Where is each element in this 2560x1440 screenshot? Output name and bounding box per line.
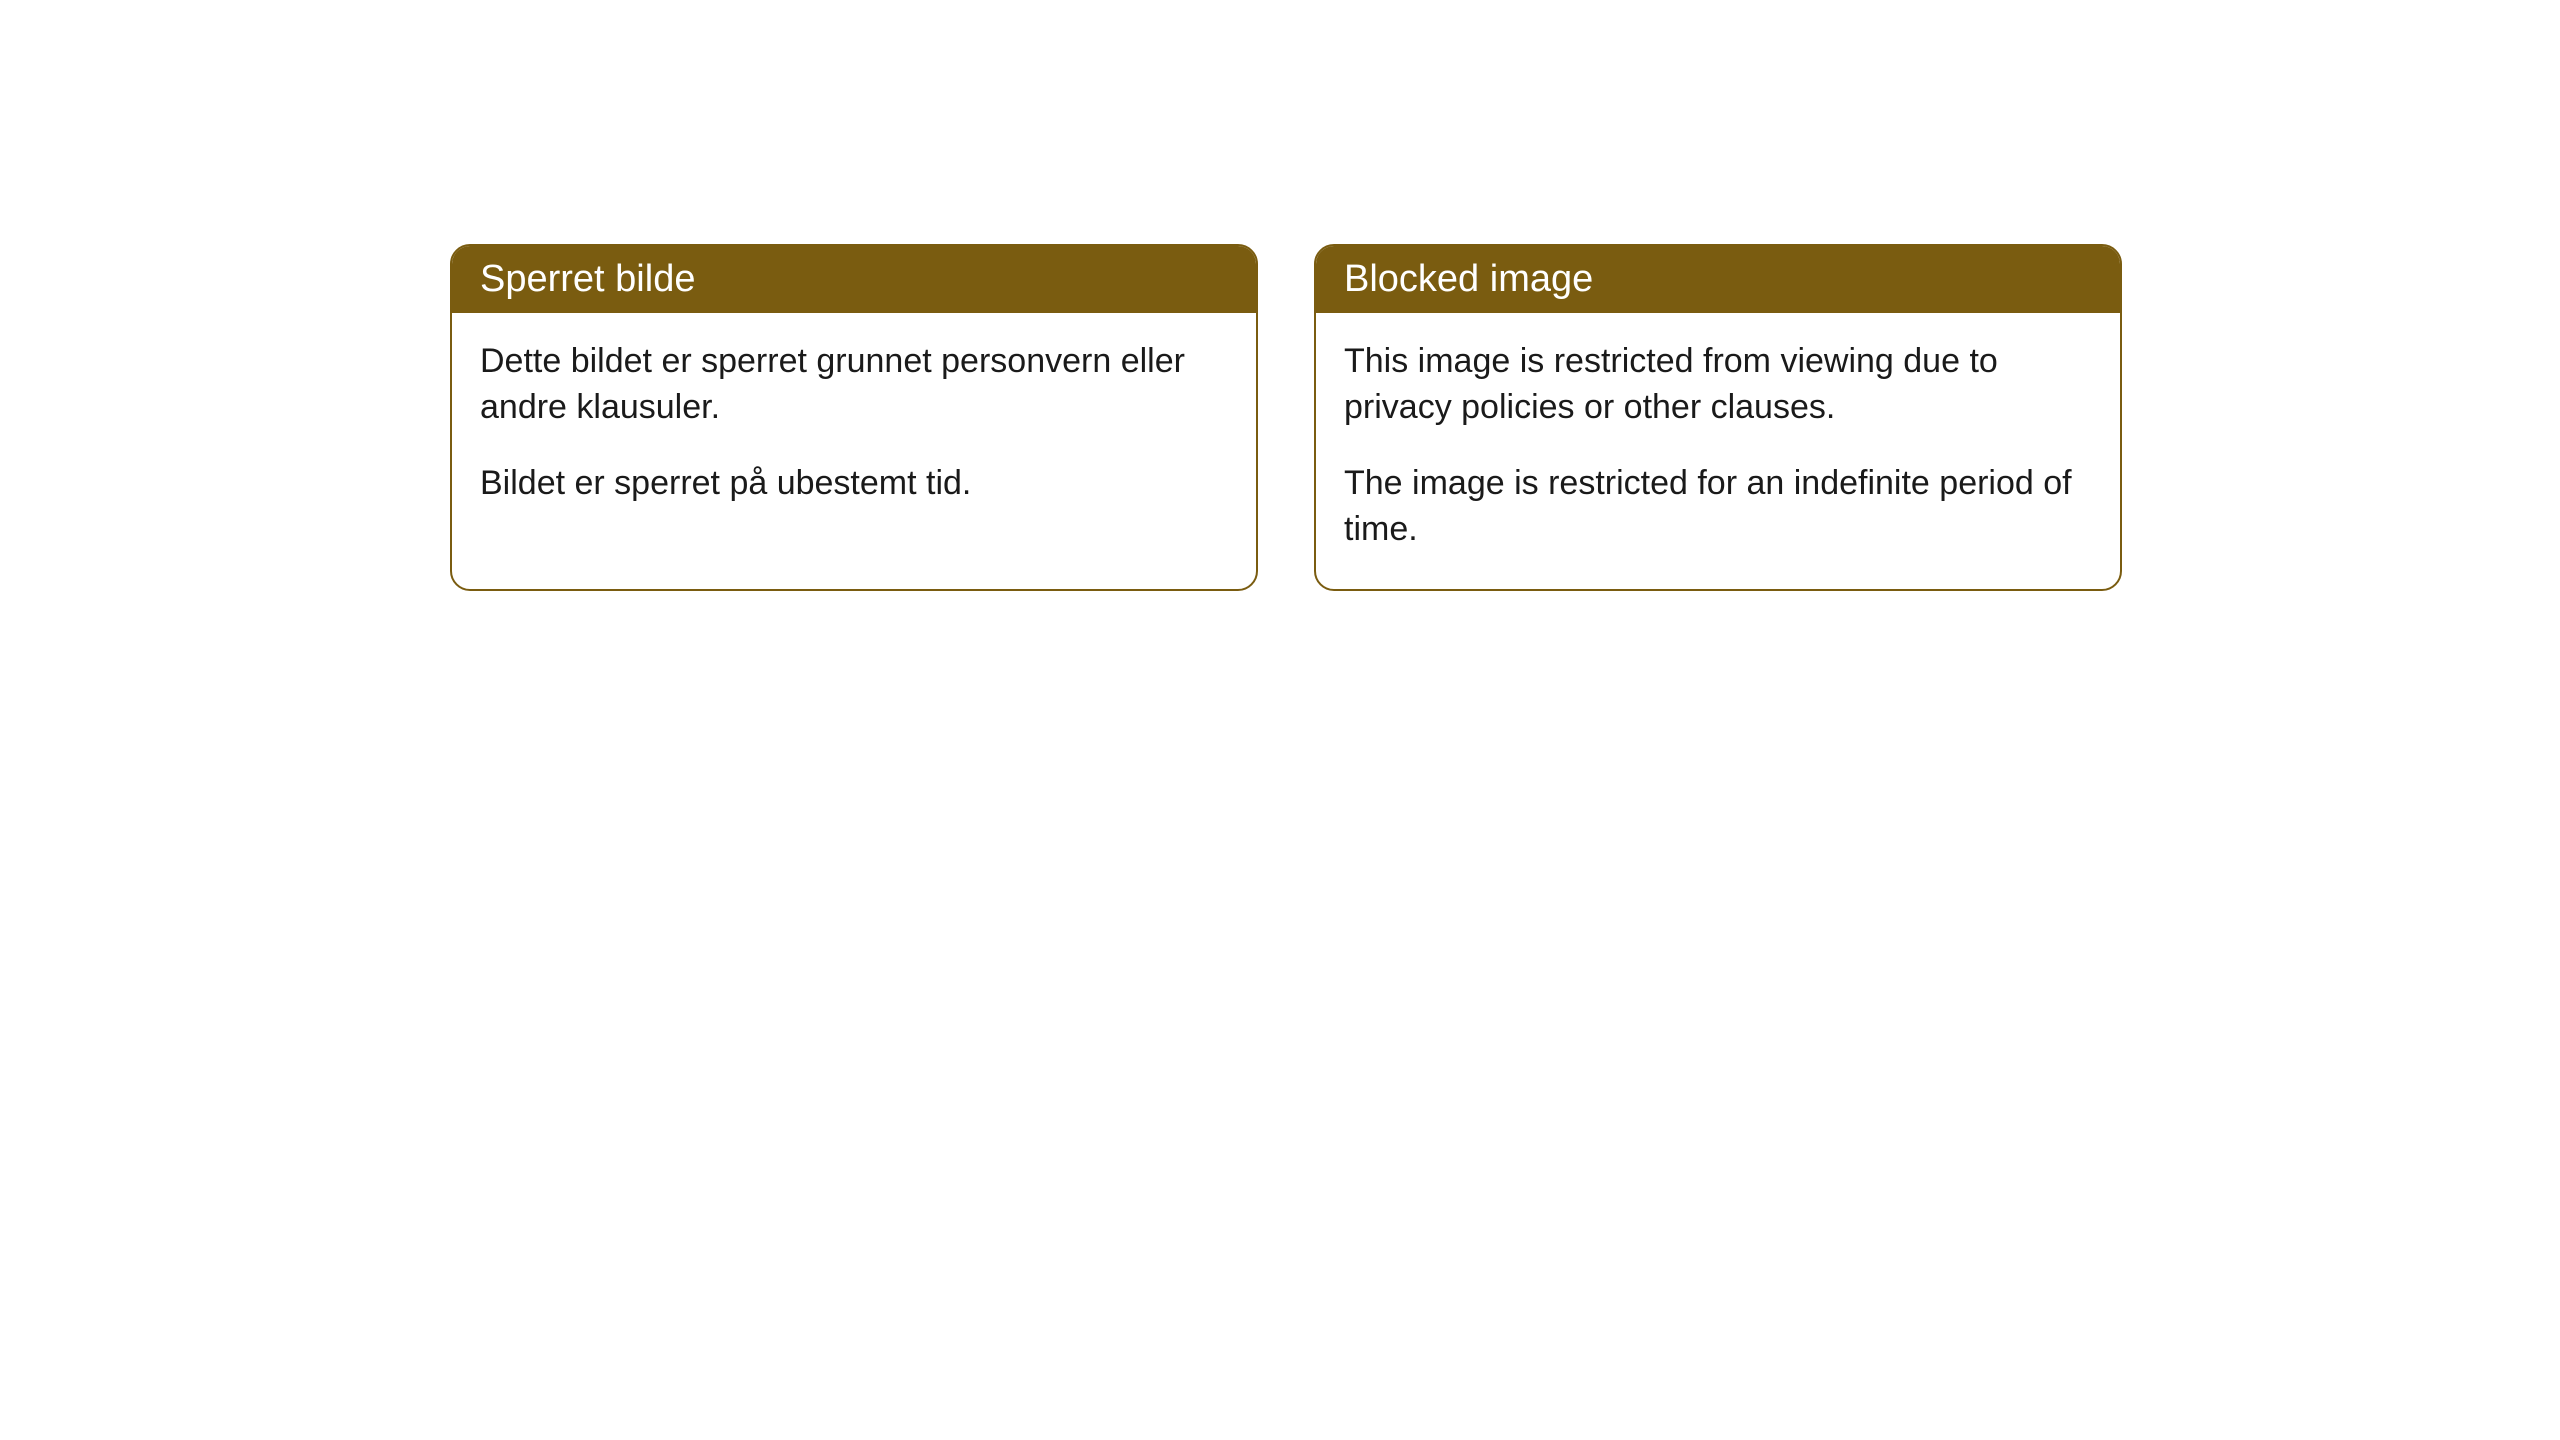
card-body-norwegian: Dette bildet er sperret grunnet personve… — [452, 313, 1256, 543]
card-paragraph-norwegian-2: Bildet er sperret på ubestemt tid. — [480, 461, 1228, 507]
card-title-norwegian: Sperret bilde — [480, 258, 695, 300]
notice-cards-container: Sperret bilde Dette bildet er sperret gr… — [450, 244, 2122, 591]
card-paragraph-norwegian-1: Dette bildet er sperret grunnet personve… — [480, 339, 1228, 431]
blocked-image-card-english: Blocked image This image is restricted f… — [1314, 244, 2122, 591]
card-header-english: Blocked image — [1316, 246, 2120, 313]
card-paragraph-english-2: The image is restricted for an indefinit… — [1344, 461, 2092, 553]
card-body-english: This image is restricted from viewing du… — [1316, 313, 2120, 589]
card-header-norwegian: Sperret bilde — [452, 246, 1256, 313]
card-paragraph-english-1: This image is restricted from viewing du… — [1344, 339, 2092, 431]
card-title-english: Blocked image — [1344, 258, 1593, 300]
blocked-image-card-norwegian: Sperret bilde Dette bildet er sperret gr… — [450, 244, 1258, 591]
